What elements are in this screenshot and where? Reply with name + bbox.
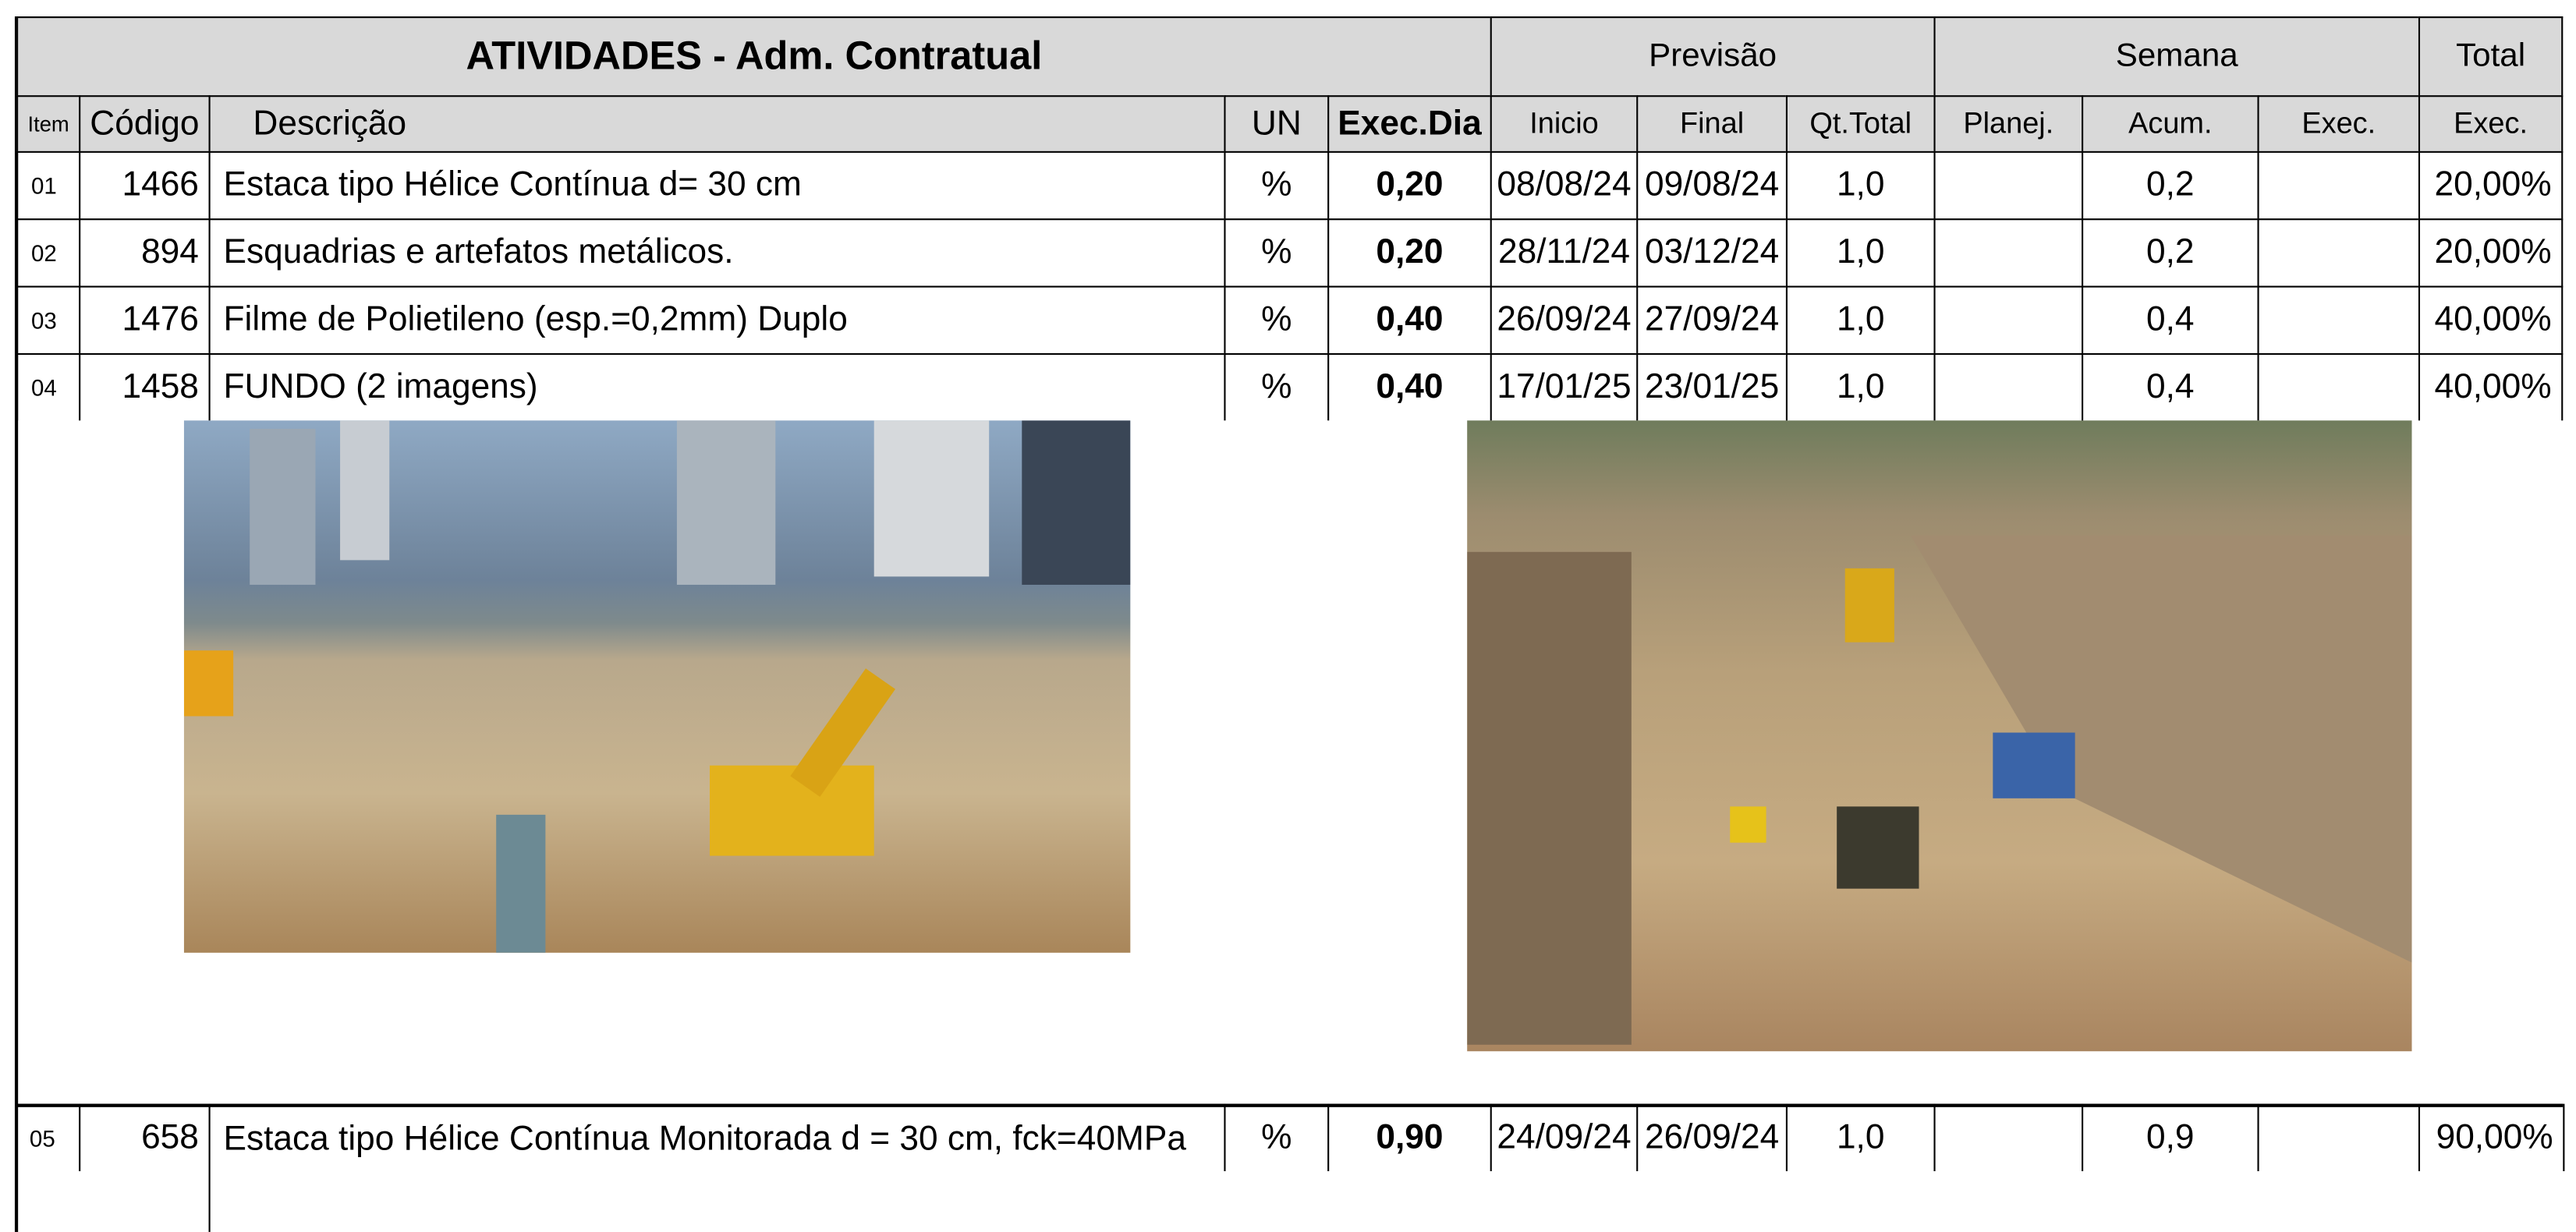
data-cell: 20,00% bbox=[2418, 151, 2563, 218]
data-cell bbox=[1933, 1104, 2082, 1171]
data-cell: 0,4 bbox=[2082, 353, 2257, 420]
data-cell: 0,20 bbox=[1327, 151, 1490, 218]
data-cell: 08/08/24 bbox=[1490, 151, 1636, 218]
data-cell: 1476 bbox=[79, 286, 208, 353]
data-cell: % bbox=[1224, 151, 1327, 218]
description-cell: FUNDO (2 imagens) bbox=[209, 353, 1224, 420]
group-cell: Previsão bbox=[1490, 16, 1934, 95]
data-cell: 0,9 bbox=[2082, 1104, 2257, 1171]
data-cell: 1,0 bbox=[1786, 1104, 1934, 1171]
data-cell: % bbox=[1224, 1104, 1327, 1171]
column-header: Código bbox=[79, 95, 208, 151]
column-header: Exec. bbox=[2257, 95, 2418, 151]
data-cell: 0,4 bbox=[2082, 286, 2257, 353]
data-cell: 04 bbox=[16, 353, 79, 420]
data-cell: 23/01/25 bbox=[1636, 353, 1786, 420]
column-header: Item bbox=[16, 95, 79, 151]
data-cell: % bbox=[1224, 353, 1327, 420]
group-cell: Total bbox=[2418, 16, 2563, 95]
data-cell: 1,0 bbox=[1786, 286, 1934, 353]
data-cell: 03 bbox=[16, 286, 79, 353]
data-cell: 0,90 bbox=[1327, 1104, 1490, 1171]
data-cell bbox=[2257, 151, 2418, 218]
data-cell: 1466 bbox=[79, 151, 208, 218]
description-cell: Estaca tipo Hélice Contínua Monitorada d… bbox=[209, 1104, 1224, 1232]
column-header: Exec.Dia bbox=[1327, 95, 1490, 151]
data-cell: 24/09/24 bbox=[1490, 1104, 1636, 1171]
data-cell: 0,20 bbox=[1327, 218, 1490, 285]
data-cell: 20,00% bbox=[2418, 218, 2563, 285]
data-cell: 1,0 bbox=[1786, 218, 1934, 285]
data-cell: 17/01/25 bbox=[1490, 353, 1636, 420]
data-cell: 1,0 bbox=[1786, 353, 1934, 420]
column-header: UN bbox=[1224, 95, 1327, 151]
data-cell: 01 bbox=[16, 151, 79, 218]
column-header: Final bbox=[1636, 95, 1786, 151]
column-header: Exec. bbox=[2418, 95, 2563, 151]
description-cell: Esquadrias e artefatos metálicos. bbox=[209, 218, 1224, 285]
data-cell: 05 bbox=[16, 1104, 79, 1171]
data-cell: 09/08/24 bbox=[1636, 151, 1786, 218]
column-header: Descrição bbox=[209, 95, 1224, 151]
data-cell: % bbox=[1224, 286, 1327, 353]
data-cell bbox=[1933, 353, 2082, 420]
photo-trench-site bbox=[1467, 420, 2411, 1051]
data-cell: 0,40 bbox=[1327, 353, 1490, 420]
data-cell bbox=[2257, 1104, 2418, 1171]
data-cell: 02 bbox=[16, 218, 79, 285]
page: {"header":{"title":"ATIVIDADES - Adm. Co… bbox=[0, 0, 2576, 1231]
data-cell bbox=[2257, 218, 2418, 285]
row-separator bbox=[16, 1104, 2563, 1106]
data-cell bbox=[2257, 286, 2418, 353]
data-cell: 27/09/24 bbox=[1636, 286, 1786, 353]
column-header: Inicio bbox=[1490, 95, 1636, 151]
data-cell bbox=[2257, 353, 2418, 420]
column-header: Planej. bbox=[1933, 95, 2082, 151]
data-cell: 894 bbox=[79, 218, 208, 285]
data-cell: % bbox=[1224, 218, 1327, 285]
data-cell: 0,2 bbox=[2082, 218, 2257, 285]
data-cell: 40,00% bbox=[2418, 353, 2563, 420]
group-cell: Semana bbox=[1933, 16, 2418, 95]
data-cell: 26/09/24 bbox=[1636, 1104, 1786, 1171]
data-cell: 1458 bbox=[79, 353, 208, 420]
data-cell: 0,2 bbox=[2082, 151, 2257, 218]
data-cell: 90,00% bbox=[2418, 1104, 2563, 1171]
column-header: Qt.Total bbox=[1786, 95, 1934, 151]
data-cell: 26/09/24 bbox=[1490, 286, 1636, 353]
data-cell: 658 bbox=[79, 1104, 208, 1171]
data-cell bbox=[1933, 151, 2082, 218]
description-cell: Estaca tipo Hélice Contínua d= 30 cm bbox=[209, 151, 1224, 218]
row-end-border bbox=[2563, 1104, 2566, 1171]
data-cell bbox=[1933, 218, 2082, 285]
table-document: ATIVIDADES - Adm. ContratualPrevisãoSema… bbox=[0, 0, 2576, 1231]
title-cell: ATIVIDADES - Adm. Contratual bbox=[16, 16, 1490, 95]
data-cell: 03/12/24 bbox=[1636, 218, 1786, 285]
data-cell: 40,00% bbox=[2418, 286, 2563, 353]
data-cell: 28/11/24 bbox=[1490, 218, 1636, 285]
photo-city-site bbox=[184, 420, 1130, 953]
data-cell bbox=[1933, 286, 2082, 353]
data-cell: 0,40 bbox=[1327, 286, 1490, 353]
description-cell: Filme de Polietileno (esp.=0,2mm) Duplo bbox=[209, 286, 1224, 353]
column-header: Acum. bbox=[2082, 95, 2257, 151]
data-cell: 1,0 bbox=[1786, 151, 1934, 218]
